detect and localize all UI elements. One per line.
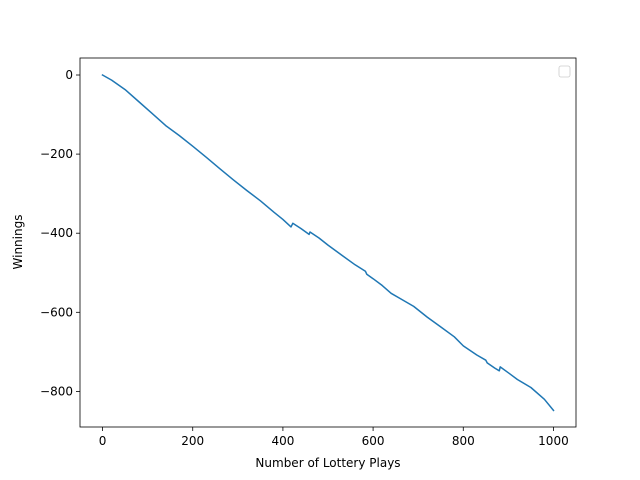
- axes-frame: [79, 57, 577, 428]
- legend-box: [558, 65, 571, 78]
- x-tick-label: 1000: [538, 434, 569, 448]
- y-axis-label: Winnings: [11, 215, 25, 270]
- winnings-line: [101, 73, 555, 412]
- x-tick-label: 800: [452, 434, 475, 448]
- x-axis-label: Number of Lottery Plays: [255, 456, 400, 470]
- y-tick-label: −200: [40, 147, 73, 161]
- x-tick-label: 600: [362, 434, 385, 448]
- x-tick-label: 0: [99, 434, 107, 448]
- y-tick-label: −600: [40, 305, 73, 319]
- y-tick-label: −400: [40, 226, 73, 240]
- tick-group: 0 200 400 600 800 1000 0 −200 −400 −600 −800: [40, 68, 569, 448]
- y-tick-label: 0: [65, 68, 73, 82]
- x-tick-label: 400: [271, 434, 294, 448]
- y-tick-label: −800: [40, 384, 73, 398]
- x-tick-label: 200: [181, 434, 204, 448]
- plot-area: [80, 58, 576, 427]
